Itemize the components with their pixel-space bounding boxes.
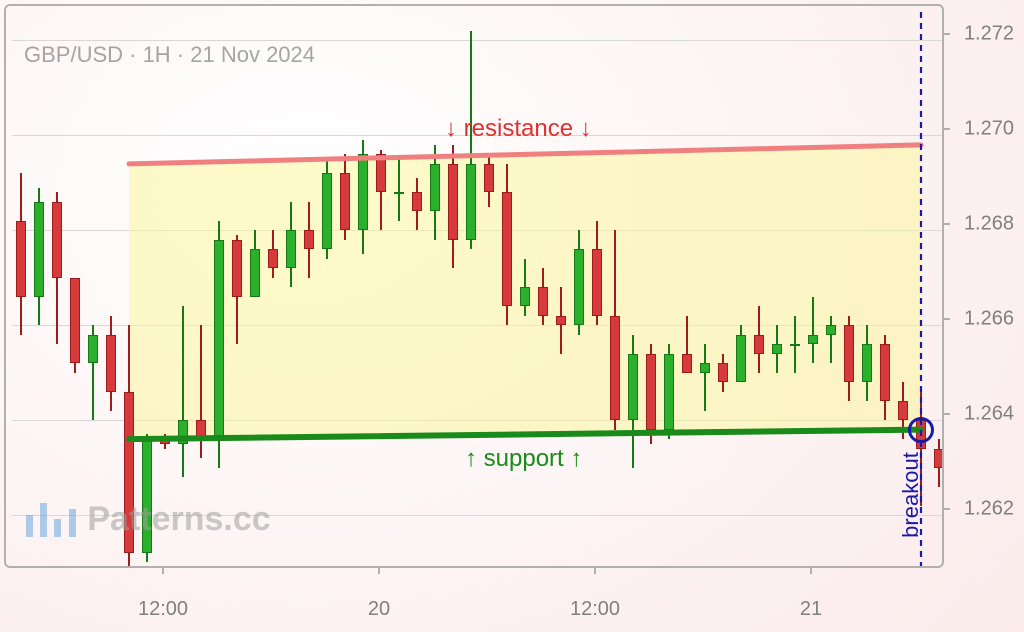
y-tick-label: 1.272 xyxy=(964,23,1014,46)
candle-body[interactable] xyxy=(484,164,494,192)
candle-body[interactable] xyxy=(376,154,386,192)
candle-body[interactable] xyxy=(430,164,440,211)
support-line xyxy=(129,430,921,439)
chart-frame: ↓ resistance ↓ ↑ support ↑ breakout GBP/US… xyxy=(4,4,944,568)
candle-body[interactable] xyxy=(646,354,656,430)
gridline xyxy=(12,325,944,326)
candle-body[interactable] xyxy=(592,249,602,315)
x-tick-mark xyxy=(162,568,164,574)
candle-body[interactable] xyxy=(862,344,872,382)
x-axis: 12:00 20 12:00 21 xyxy=(4,568,944,628)
resistance-line xyxy=(129,145,921,164)
candle-body[interactable] xyxy=(16,221,26,297)
candle-body[interactable] xyxy=(574,249,584,325)
candle-body[interactable] xyxy=(502,192,512,306)
candle-body[interactable] xyxy=(466,164,476,240)
y-tick-label: 1.268 xyxy=(964,213,1014,236)
candle-body[interactable] xyxy=(160,439,170,444)
watermark-text: Patterns.cc xyxy=(87,500,270,539)
candle-body[interactable] xyxy=(250,249,260,296)
candle-body[interactable] xyxy=(52,202,62,278)
candle-body[interactable] xyxy=(304,230,314,249)
candle-body[interactable] xyxy=(88,335,98,363)
candle-body[interactable] xyxy=(826,325,836,334)
candle-body[interactable] xyxy=(934,449,944,468)
y-axis: 1.262 1.264 1.266 1.268 1.270 1.272 xyxy=(950,0,1024,568)
candle-body[interactable] xyxy=(340,173,350,230)
y-tick-mark xyxy=(944,508,950,510)
watermark: Patterns.cc xyxy=(24,500,271,539)
candle-wick xyxy=(182,306,184,477)
candle-body[interactable] xyxy=(898,401,908,420)
candle-wick xyxy=(398,159,400,221)
y-tick-mark xyxy=(944,223,950,225)
candle-body[interactable] xyxy=(520,287,530,306)
watermark-icon xyxy=(24,503,77,537)
chart-title: GBP/USD · 1H · 21 Nov 2024 xyxy=(24,42,315,68)
x-tick-mark xyxy=(810,568,812,574)
candle-body[interactable] xyxy=(106,335,116,392)
candle-body[interactable] xyxy=(664,354,674,430)
breakout-label: breakout xyxy=(898,450,924,540)
candle-body[interactable] xyxy=(286,230,296,268)
x-tick-label: 21 xyxy=(800,598,822,621)
y-tick-label: 1.262 xyxy=(964,498,1014,521)
candle-body[interactable] xyxy=(322,173,332,249)
candle-body[interactable] xyxy=(556,316,566,325)
y-tick-label: 1.270 xyxy=(964,118,1014,141)
candle-body[interactable] xyxy=(880,344,890,401)
breakout-marker xyxy=(908,417,934,443)
candle-body[interactable] xyxy=(268,249,278,268)
candle-wick xyxy=(812,297,814,363)
x-tick-label: 12:00 xyxy=(138,598,188,621)
y-tick-mark xyxy=(944,413,950,415)
candle-body[interactable] xyxy=(196,420,206,439)
candle-wick xyxy=(830,316,832,363)
candle-body[interactable] xyxy=(754,335,764,354)
candle-body[interactable] xyxy=(358,154,368,230)
gridline xyxy=(12,420,944,421)
plot-area[interactable]: ↓ resistance ↓ ↑ support ↑ breakout xyxy=(12,12,944,568)
x-tick-label: 12:00 xyxy=(570,598,620,621)
y-tick-mark xyxy=(944,128,950,130)
candle-body[interactable] xyxy=(610,316,620,420)
candle-body[interactable] xyxy=(178,420,188,444)
gridline xyxy=(12,230,944,231)
resistance-label: ↓ resistance ↓ xyxy=(445,115,592,143)
candle-body[interactable] xyxy=(214,240,224,439)
candle-wick xyxy=(704,344,706,410)
candle-body[interactable] xyxy=(448,164,458,240)
y-tick-mark xyxy=(944,33,950,35)
candle-body[interactable] xyxy=(844,325,854,382)
candle-body[interactable] xyxy=(772,344,782,353)
candle-body[interactable] xyxy=(718,363,728,382)
candle-body[interactable] xyxy=(790,344,800,346)
x-tick-mark xyxy=(378,568,380,574)
candle-body[interactable] xyxy=(232,240,242,297)
candle-body[interactable] xyxy=(700,363,710,372)
x-tick-label: 20 xyxy=(368,598,390,621)
y-tick-mark xyxy=(944,318,950,320)
x-tick-mark xyxy=(594,568,596,574)
candle-body[interactable] xyxy=(628,354,638,420)
candle-body[interactable] xyxy=(412,192,422,211)
candle-body[interactable] xyxy=(682,354,692,373)
candle-body[interactable] xyxy=(70,278,80,363)
support-label: ↑ support ↑ xyxy=(465,445,582,473)
y-tick-label: 1.266 xyxy=(964,308,1014,331)
candle-body[interactable] xyxy=(736,335,746,382)
candle-body[interactable] xyxy=(538,287,548,315)
y-tick-label: 1.264 xyxy=(964,403,1014,426)
candle-body[interactable] xyxy=(394,192,404,194)
candle-body[interactable] xyxy=(34,202,44,297)
candle-body[interactable] xyxy=(808,335,818,344)
